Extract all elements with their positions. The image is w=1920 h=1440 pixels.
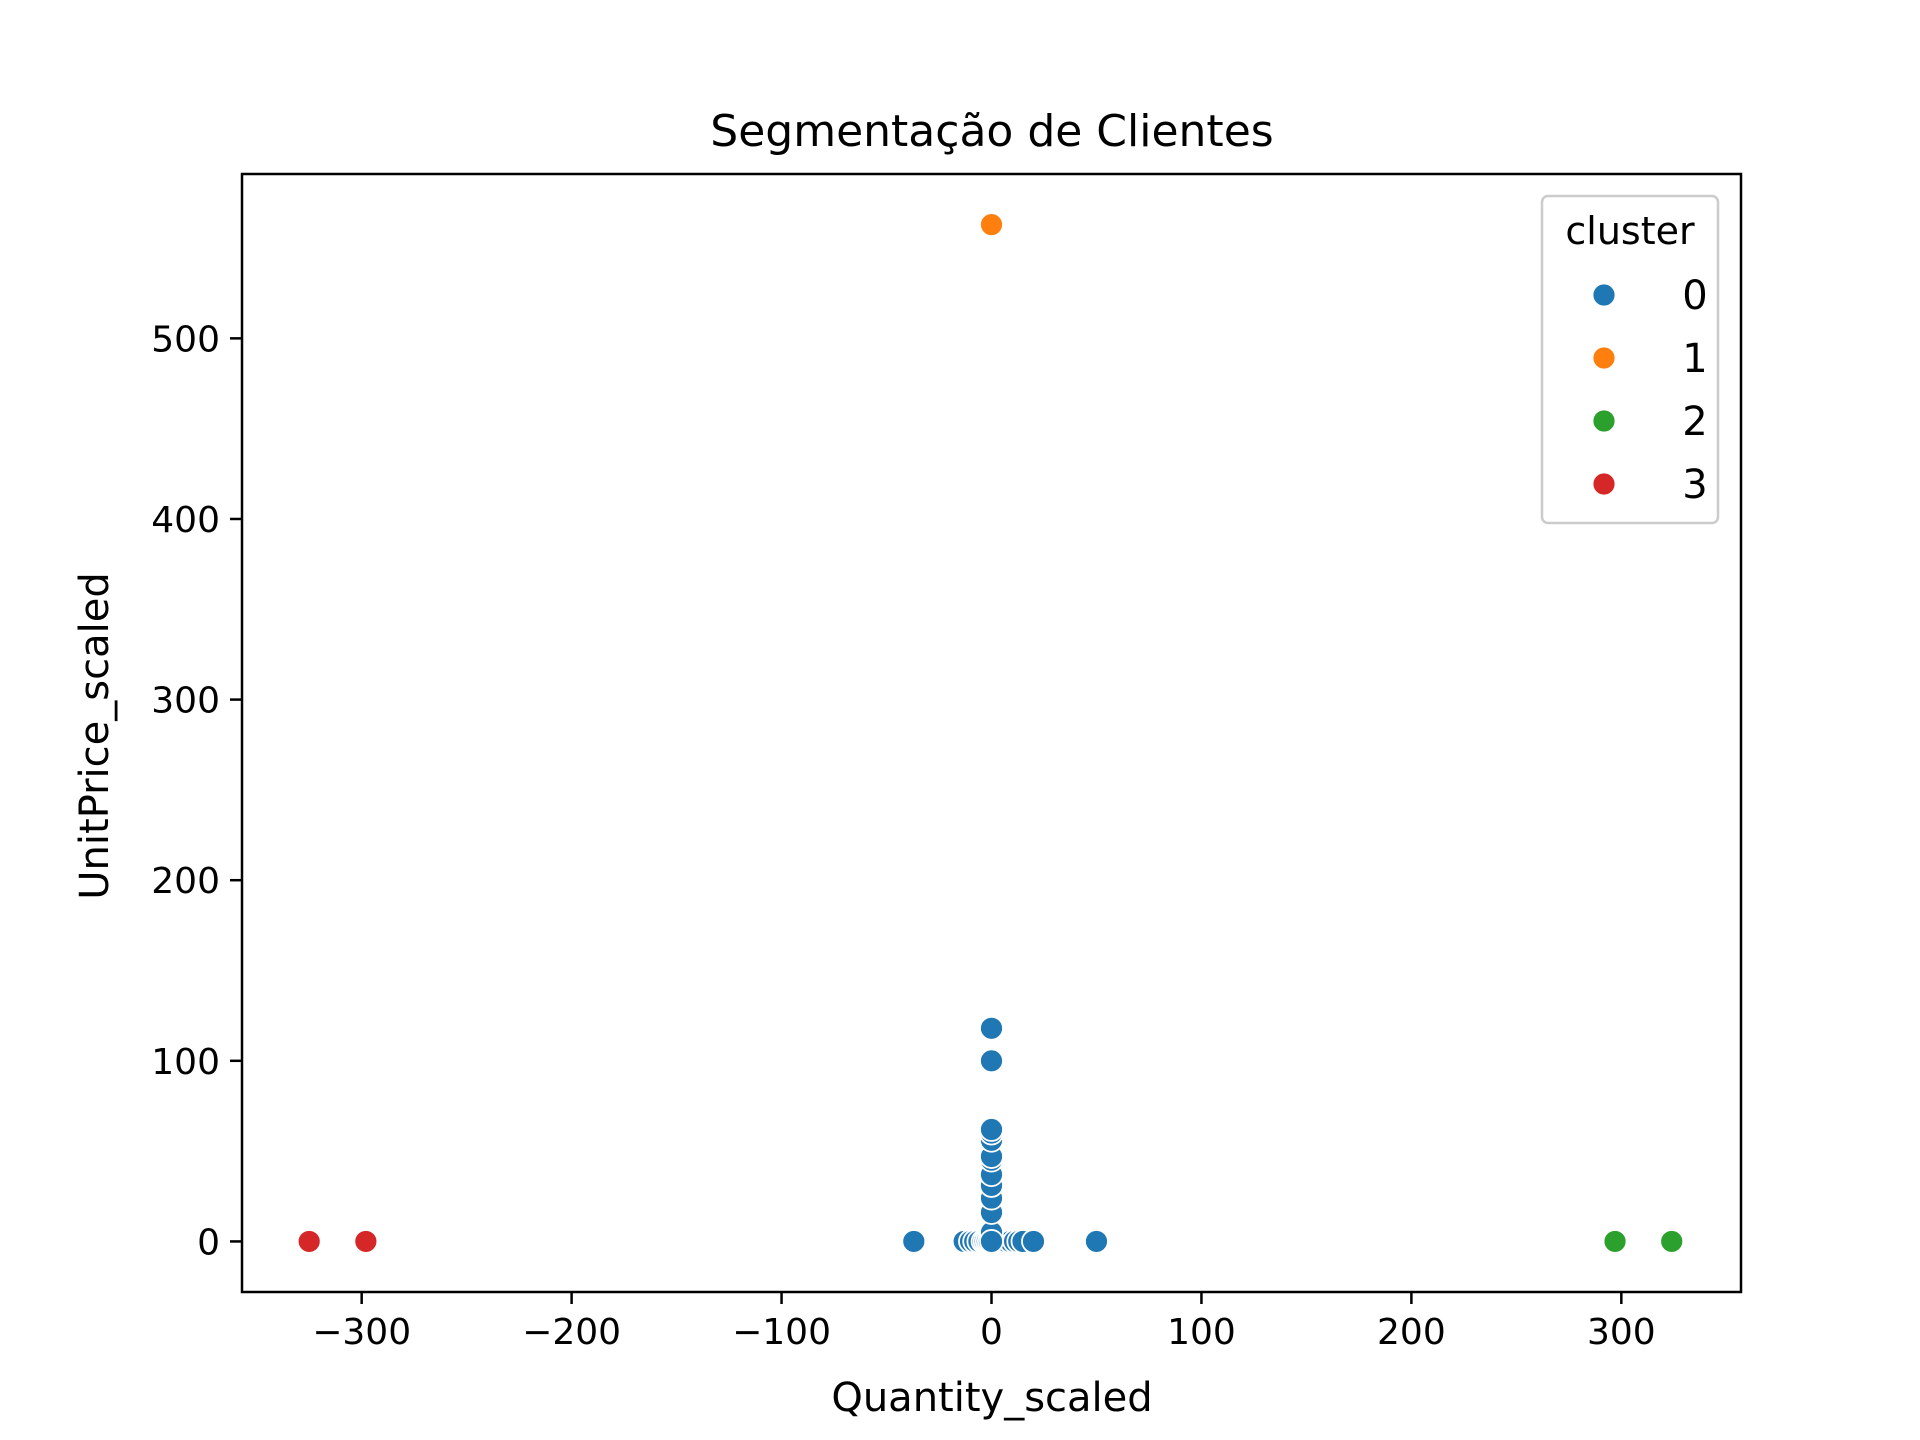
- legend-label-cluster-3: 3: [1682, 462, 1707, 508]
- legend-marker-cluster-3: [1591, 471, 1617, 497]
- legend-marker-cluster-2: [1591, 408, 1617, 434]
- legend-marker-cluster-1: [1591, 345, 1617, 371]
- data-point-cluster-0: [1021, 1229, 1046, 1254]
- x-tick-label: −100: [732, 1312, 831, 1353]
- y-tick-label: 100: [151, 1042, 220, 1083]
- y-tick-label: 200: [151, 861, 220, 902]
- data-point-cluster-1: [979, 212, 1004, 237]
- y-tick-label: 300: [151, 681, 220, 722]
- legend-label-cluster-1: 1: [1682, 336, 1707, 382]
- data-point-cluster-2: [1602, 1229, 1628, 1254]
- x-axis-label: Quantity_scaled: [831, 1375, 1152, 1421]
- y-axis-ticks: 0 100 200 300 400 500: [151, 319, 242, 1263]
- y-tick-label: 0: [197, 1222, 220, 1263]
- legend-label-cluster-0: 0: [1682, 273, 1707, 319]
- data-point-cluster-3: [296, 1229, 322, 1254]
- x-tick-label: 100: [1167, 1312, 1236, 1353]
- y-tick-label: 400: [151, 500, 220, 541]
- legend-entries: 0 1 2 3: [1591, 273, 1708, 508]
- x-tick-label: −300: [312, 1312, 411, 1353]
- chart-title: Segmentação de Clientes: [710, 106, 1273, 157]
- legend-title: cluster: [1565, 209, 1695, 253]
- data-point-cluster-0: [979, 1048, 1004, 1074]
- data-point-cluster-2: [1659, 1229, 1685, 1254]
- legend-marker-cluster-0: [1591, 282, 1617, 308]
- data-point-cluster-0: [979, 1015, 1004, 1041]
- data-point-cluster-0: [979, 1117, 1004, 1142]
- legend: cluster 0 1 2 3: [1540, 194, 1720, 525]
- data-point-cluster-0: [1084, 1229, 1109, 1254]
- x-tick-label: 0: [980, 1312, 1003, 1353]
- y-tick-label: 500: [151, 319, 220, 360]
- data-point-cluster-0: [901, 1229, 927, 1254]
- x-axis-ticks: −300 −200 −100 0 100 200 300: [312, 1292, 1656, 1353]
- legend-box: [1540, 194, 1720, 525]
- points-layer: [296, 212, 1685, 1254]
- legend-label-cluster-2: 2: [1682, 399, 1707, 445]
- x-tick-label: 200: [1377, 1312, 1446, 1353]
- data-point-cluster-0: [979, 1229, 1004, 1254]
- y-axis-label: UnitPrice_scaled: [72, 572, 118, 899]
- data-point-cluster-3: [353, 1229, 379, 1254]
- x-tick-label: 300: [1587, 1312, 1656, 1353]
- x-tick-label: −200: [522, 1312, 621, 1353]
